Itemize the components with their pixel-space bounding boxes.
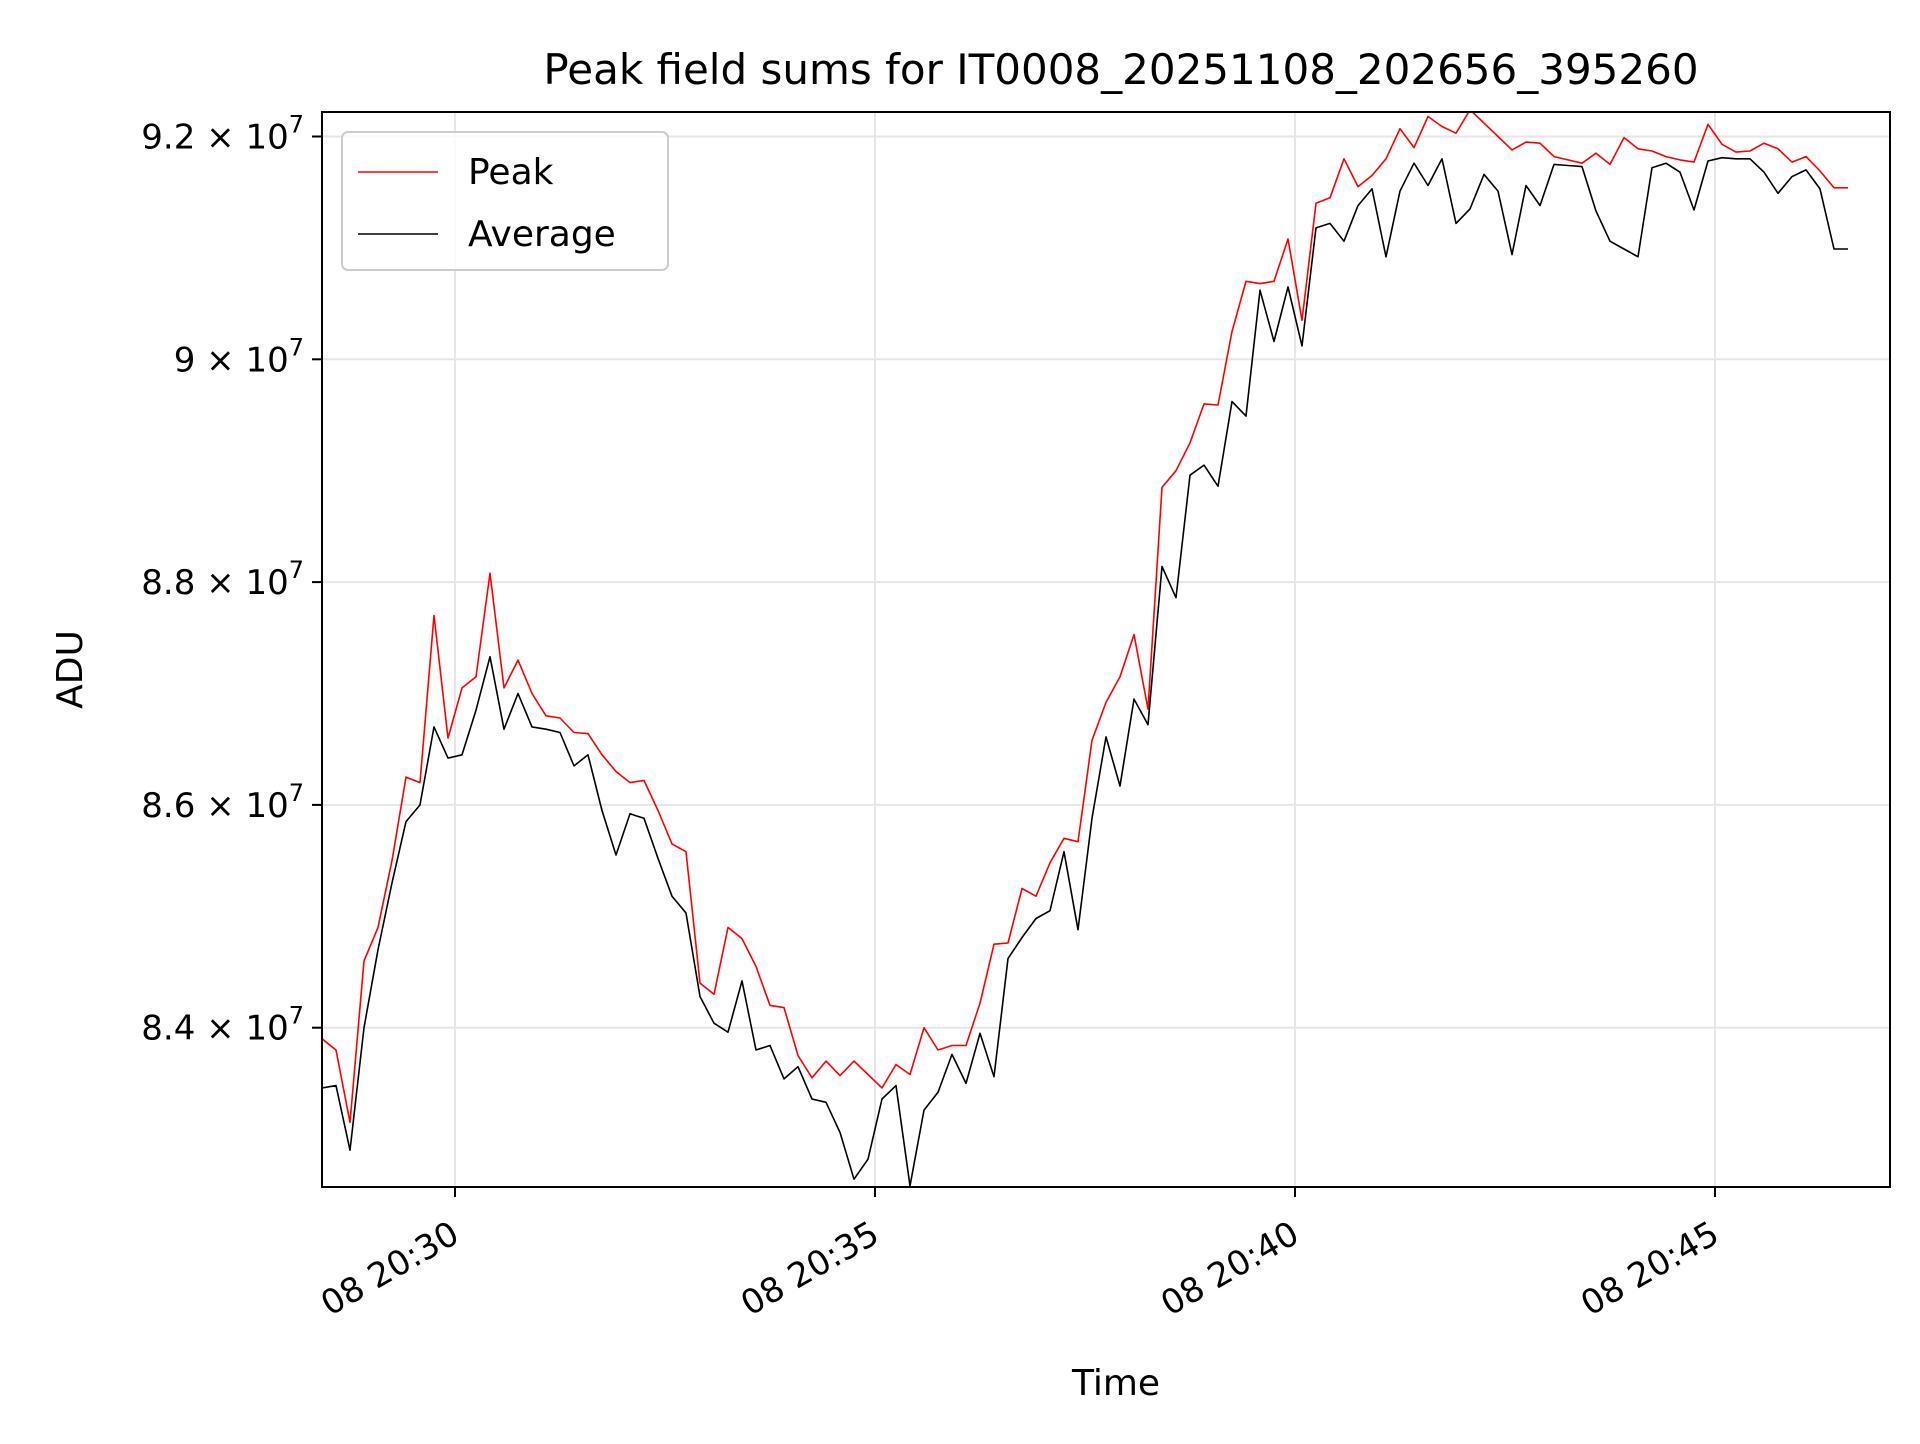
y-axis-label: ADU	[50, 630, 91, 709]
series-line-average	[322, 156, 1848, 1187]
y-tick-mantissa: 9	[174, 340, 196, 380]
y-tick-base: 10	[245, 340, 288, 380]
y-tick-mantissa: 9.2	[141, 118, 195, 158]
y-tick-base: 10	[245, 1009, 288, 1049]
y-tick-times: ×	[195, 563, 245, 603]
series-line-peak	[322, 112, 1848, 1124]
y-tick-exponent: 7	[289, 1002, 304, 1030]
series-lines	[322, 112, 1848, 1187]
y-tick-times: ×	[195, 1009, 245, 1049]
legend-label-average: Average	[468, 214, 616, 255]
y-tick-label: 9.2 × 107	[141, 111, 304, 158]
y-tick-label: 9 × 107	[174, 333, 304, 380]
gridlines	[322, 112, 1890, 1187]
legend-label-peak: Peak	[468, 152, 554, 193]
y-tick-mantissa: 8.8	[141, 563, 195, 603]
y-tick-label: 8.8 × 107	[141, 556, 304, 603]
y-tick-exponent: 7	[289, 556, 304, 584]
y-tick-base: 10	[245, 786, 288, 826]
plot-frame	[321, 111, 1891, 1188]
x-axis-label: Time	[1071, 1363, 1160, 1404]
legend: Peak Average	[341, 131, 669, 271]
y-tick-mantissa: 8.4	[141, 1009, 195, 1049]
y-tick-label: 8.4 × 107	[141, 1002, 304, 1049]
y-tick-exponent: 7	[289, 333, 304, 361]
y-tick-exponent: 7	[289, 779, 304, 807]
legend-box	[341, 131, 669, 271]
y-tick-base: 10	[245, 563, 288, 603]
y-tick-label: 8.6 × 107	[141, 779, 304, 826]
y-tick-times: ×	[195, 340, 245, 380]
y-tick-base: 10	[245, 118, 288, 158]
y-tick-times: ×	[195, 786, 245, 826]
y-tick-mantissa: 8.6	[141, 786, 195, 826]
y-tick-times: ×	[195, 118, 245, 158]
y-tick-exponent: 7	[289, 111, 304, 139]
chart-title: Peak field sums for IT0008_20251108_2026…	[543, 45, 1698, 94]
